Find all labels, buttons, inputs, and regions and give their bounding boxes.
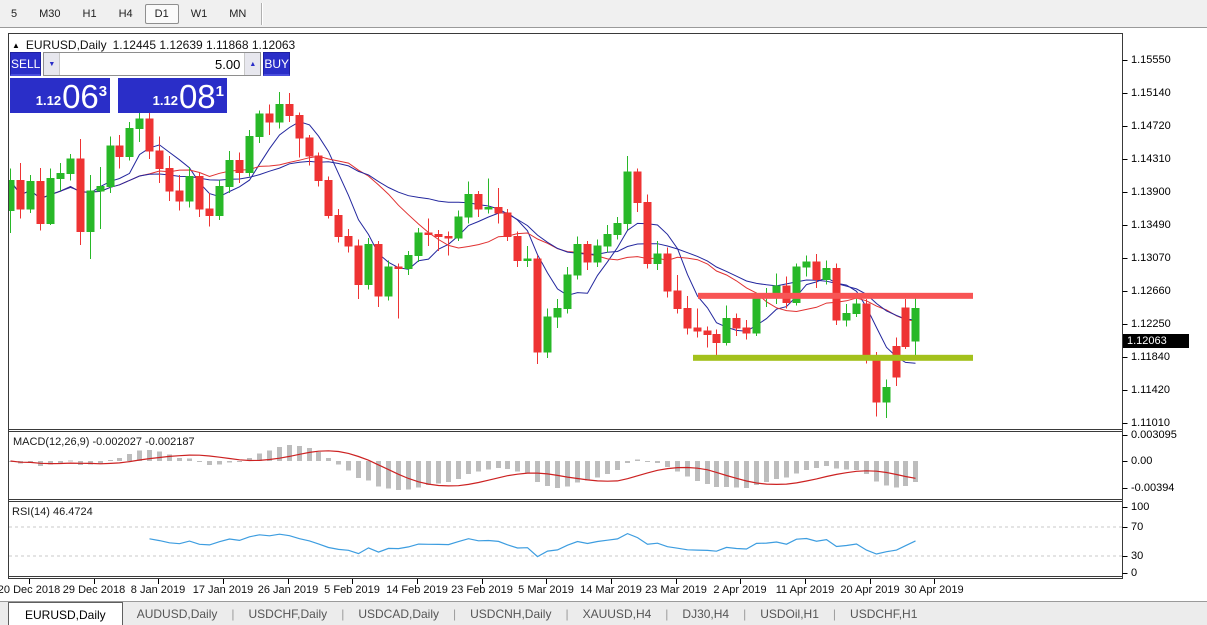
price-axis-label: 1.11010 bbox=[1131, 417, 1170, 429]
sell-price-pip-digit: 3 bbox=[98, 83, 108, 100]
tab-separator: | bbox=[743, 607, 747, 621]
volume-increase-button[interactable]: ▲ bbox=[244, 53, 261, 75]
timeframe-button-h4[interactable]: H4 bbox=[109, 4, 143, 24]
buy-button[interactable]: BUY bbox=[263, 52, 291, 76]
volume-input[interactable] bbox=[60, 53, 245, 75]
buy-price-prefix: 1.12 bbox=[152, 93, 178, 108]
sell-price-big-digits: 06 bbox=[62, 78, 99, 115]
price-axis-label: 1.11840 bbox=[1131, 351, 1170, 363]
indicator-axis-label: -0.00394 bbox=[1131, 482, 1175, 494]
tab-separator: | bbox=[832, 607, 837, 621]
date-axis-label: 8 Jan 2019 bbox=[130, 584, 186, 596]
chart-tab-usdchf-h1[interactable]: USDCHF,H1 bbox=[850, 607, 918, 621]
chart-tab-eurusd-daily[interactable]: EURUSD,Daily bbox=[8, 602, 123, 625]
axis-ticks bbox=[29, 60, 1128, 584]
support-line bbox=[693, 354, 973, 361]
collapse-panel-icon[interactable]: ▲ bbox=[12, 40, 20, 50]
chart-tab-bar: EURUSD,Daily AUDUSD,Daily | USDCHF,Daily | US… bbox=[0, 601, 1207, 625]
chart-tab-dj30-h4[interactable]: DJ30,H4 bbox=[682, 607, 730, 621]
price-axis-label: 1.15550 bbox=[1131, 54, 1171, 66]
chart-title: ▲ EURUSD,Daily 1.12445 1.12639 1.11868 1… bbox=[12, 38, 295, 52]
sell-button[interactable]: SELL bbox=[10, 52, 42, 76]
date-axis-label: 29 Dec 2018 bbox=[62, 584, 126, 596]
chart-tab-usdchf-daily[interactable]: USDCHF,Daily bbox=[248, 607, 328, 621]
tab-separator: | bbox=[665, 607, 669, 621]
tab-separator: | bbox=[341, 607, 345, 621]
date-axis-label: 17 Jan 2019 bbox=[192, 584, 254, 596]
price-axis-label: 1.14310 bbox=[1131, 153, 1171, 165]
date-axis-label: 23 Mar 2019 bbox=[645, 584, 707, 596]
date-axis-label: 20 Dec 2018 bbox=[0, 584, 61, 596]
buy-price-display[interactable]: 1.12 08 1 bbox=[118, 78, 227, 113]
current-price-tag: 1.12063 bbox=[1123, 334, 1189, 348]
timeframe-toolbar: 5 M30 H1 H4 D1 W1 MN bbox=[0, 0, 1207, 28]
chart-symbol-label: EURUSD,Daily bbox=[25, 38, 107, 52]
chart-tab-usdoil-h1[interactable]: USDOil,H1 bbox=[760, 607, 819, 621]
date-axis-label: 20 Apr 2019 bbox=[840, 584, 900, 596]
indicator-axis-label: 100 bbox=[1131, 501, 1150, 513]
toolbar-divider bbox=[261, 2, 263, 25]
sell-price-prefix: 1.12 bbox=[35, 93, 62, 108]
price-axis-label: 1.12250 bbox=[1131, 318, 1171, 330]
chart-ohlc-values: 1.12445 1.12639 1.11868 1.12063 bbox=[112, 38, 296, 52]
date-axis-label: 30 Apr 2019 bbox=[904, 584, 964, 596]
chart-plot-area[interactable] bbox=[9, 34, 1122, 578]
macd-histogram bbox=[9, 445, 918, 491]
date-axis-label: 11 Apr 2019 bbox=[775, 584, 835, 596]
price-axis-label: 1.11420 bbox=[1131, 384, 1170, 396]
resistance-line bbox=[698, 292, 973, 299]
rsi-label: RSI(14) 46.4724 bbox=[12, 506, 93, 518]
indicator-axis-label: 30 bbox=[1131, 550, 1144, 562]
trade-buttons-row: SELL ▼ ▲ BUY bbox=[10, 52, 291, 76]
date-axis-label: 5 Mar 2019 bbox=[518, 584, 574, 596]
trade-prices-row: 1.12 06 3 1.12 08 1 bbox=[10, 78, 227, 113]
indicator-axis-label: 0 bbox=[1131, 567, 1138, 579]
chart-tab-usdcad-daily[interactable]: USDCAD,Daily bbox=[358, 607, 439, 621]
date-axis-label: 14 Mar 2019 bbox=[580, 584, 642, 596]
tab-separator: | bbox=[453, 607, 457, 621]
date-axis-label: 23 Feb 2019 bbox=[451, 584, 513, 596]
timeframe-button-h1[interactable]: H1 bbox=[73, 4, 107, 24]
chart-tab-audusd-daily[interactable]: AUDUSD,Daily bbox=[136, 607, 218, 621]
volume-control: ▼ ▲ bbox=[43, 52, 262, 76]
price-axis-label: 1.12660 bbox=[1131, 285, 1171, 297]
timeframe-button-w1[interactable]: W1 bbox=[181, 4, 218, 24]
price-axis-label: 1.15140 bbox=[1131, 87, 1171, 99]
timeframe-button-5[interactable]: 5 bbox=[1, 4, 27, 24]
indicator-axis-label: 0.003095 bbox=[1131, 429, 1177, 441]
price-axis-label: 1.13070 bbox=[1131, 252, 1171, 264]
price-axis-label: 1.13900 bbox=[1131, 186, 1171, 198]
macd-label: MACD(12,26,9) -0.002027 -0.002187 bbox=[13, 436, 195, 448]
sell-price-display[interactable]: 1.12 06 3 bbox=[10, 78, 111, 115]
chart-tab-usdcnh-daily[interactable]: USDCNH,Daily bbox=[470, 607, 552, 621]
volume-decrease-button[interactable]: ▼ bbox=[44, 53, 61, 75]
date-axis-label: 26 Jan 2019 bbox=[257, 584, 319, 596]
date-axis-label: 14 Feb 2019 bbox=[386, 584, 448, 596]
price-axis-label: 1.13490 bbox=[1131, 219, 1171, 231]
buy-price-big-digits: 08 bbox=[178, 78, 216, 115]
timeframe-button-d1[interactable]: D1 bbox=[144, 3, 179, 24]
tab-separator: | bbox=[565, 607, 569, 621]
indicator-axis-label: 0.00 bbox=[1131, 455, 1153, 467]
indicator-axis-label: 70 bbox=[1131, 521, 1144, 533]
timeframe-button-mn[interactable]: MN bbox=[219, 4, 256, 24]
buy-price-pip-digit: 1 bbox=[215, 83, 224, 100]
candlesticks bbox=[9, 92, 920, 419]
tab-separator: | bbox=[231, 607, 235, 621]
price-axis-label: 1.14720 bbox=[1131, 120, 1171, 132]
date-axis-label: 2 Apr 2019 bbox=[713, 584, 767, 596]
date-axis-label: 5 Feb 2019 bbox=[324, 584, 380, 596]
panel-frames bbox=[8, 33, 1123, 579]
timeframe-button-m30[interactable]: M30 bbox=[29, 4, 70, 24]
chart-tab-xauusd-h4[interactable]: XAUUSD,H4 bbox=[582, 607, 652, 621]
